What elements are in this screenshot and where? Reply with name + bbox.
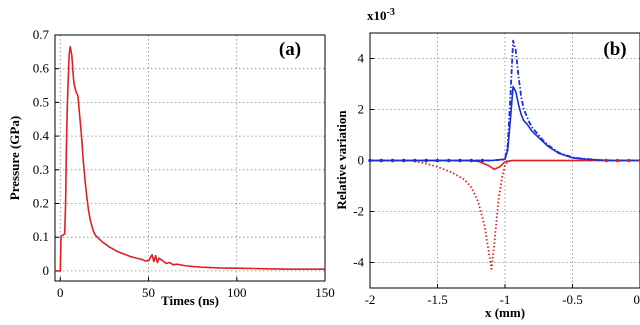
x-axis-label: x (mm) — [485, 305, 525, 320]
x-tick-label: 150 — [315, 285, 335, 300]
panel-label: (a) — [279, 39, 301, 60]
series-marker — [446, 158, 451, 163]
y-tick-label: 0.7 — [33, 27, 50, 42]
series-marker — [604, 158, 609, 163]
plot-frame — [54, 34, 326, 282]
x-tick-label: -1 — [500, 292, 511, 307]
y-tick-label: 0.6 — [33, 61, 50, 76]
series-marker — [368, 158, 372, 163]
y-axis-label: Relative variation — [334, 110, 349, 210]
chart-panel-a: 0 50 100 150 0 0.1 0.2 0.3 0.4 0.5 0.6 0.7 Times (ns… — [7, 27, 335, 308]
x-tick-label: 100 — [227, 285, 247, 300]
series-marker — [401, 158, 406, 163]
series-marker — [469, 158, 474, 163]
series-marker — [379, 158, 384, 163]
series-line-4 — [370, 85, 640, 162]
y-tick-label: 0.1 — [33, 229, 49, 244]
series-marker — [480, 158, 485, 163]
y-axis-exponent: x10-3 — [367, 7, 395, 23]
y-tick-label: 0.2 — [33, 195, 49, 210]
series-line-1 — [55, 45, 325, 272]
x-tick-label: -0.5 — [562, 292, 583, 307]
chart-panel-b: -2 -1.5 -1 -0.5 0 -4 -2 0 2 4 x (mm) Relative varia… — [334, 7, 640, 320]
series-marker — [413, 158, 417, 163]
panel-label: (b) — [603, 39, 626, 60]
y-tick-label: 2 — [358, 102, 365, 117]
y-tick-label: -4 — [353, 255, 364, 270]
y-tick-label: 0.3 — [33, 162, 49, 177]
series-line-1 — [370, 159, 640, 270]
x-tick-label: 50 — [142, 285, 155, 300]
y-tick-label: -2 — [353, 204, 364, 219]
x-axis-label: Times (ns) — [161, 293, 219, 308]
y-tick-label: 0 — [358, 153, 365, 168]
x-tick-label: -2 — [365, 292, 376, 307]
y-axis-exponent-power: -3 — [387, 7, 395, 18]
y-tick-label: 0 — [43, 263, 50, 278]
x-tick-label: 0 — [57, 285, 64, 300]
x-tick-label: 0 — [634, 292, 640, 307]
y-tick-label: 0.4 — [33, 128, 50, 143]
series-marker — [390, 158, 395, 163]
y-tick-label: 4 — [358, 51, 365, 66]
series-marker — [435, 158, 440, 163]
y-tick-label: 0.5 — [33, 94, 49, 109]
x-tick-label: -1.5 — [427, 292, 448, 307]
series-marker — [615, 158, 620, 163]
series-marker — [424, 158, 429, 163]
series-marker — [626, 158, 631, 163]
series-marker — [458, 158, 462, 163]
series-line-2 — [370, 159, 640, 171]
y-axis-label: Pressure (GPa) — [7, 116, 22, 200]
